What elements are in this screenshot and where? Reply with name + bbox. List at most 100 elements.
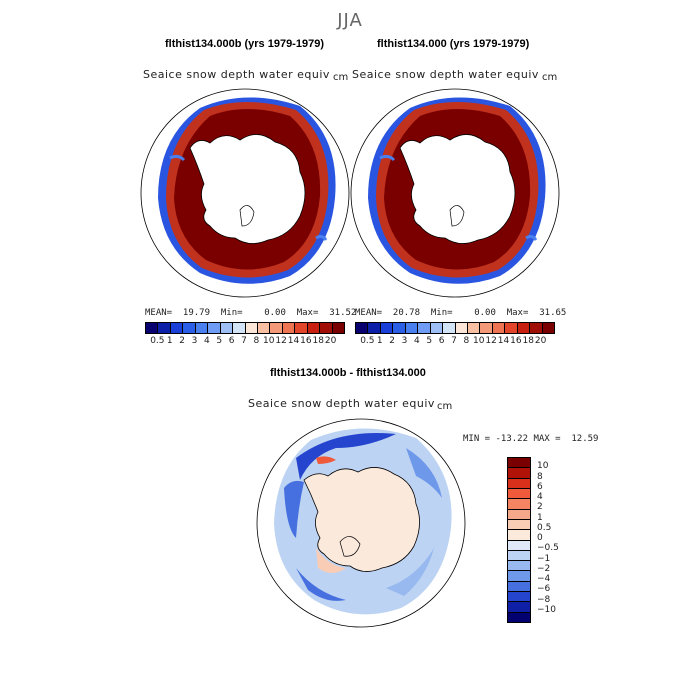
diff-colorbar-tick-label: −10 [537, 604, 556, 615]
diff-colorbar-tick-label: 10 [537, 461, 549, 472]
polar-map-right [350, 88, 560, 298]
diff-colorbar-tick-label: −4 [537, 574, 551, 584]
colorbar-tick-label: 20 [534, 336, 547, 346]
colorbar-tick-label: 2 [389, 336, 395, 346]
colorbar-left [145, 322, 345, 334]
diff-colorbar-tick-label: 1 [537, 512, 543, 523]
colorbar-tick-label: 2 [179, 336, 185, 346]
colorbar-tick-label: 0.5 [150, 336, 165, 346]
colorbar-swatch [183, 323, 196, 333]
diff-colorbar-tick-label: 6 [537, 481, 543, 492]
panel-title-right: flthist134.000 (yrs 1979-1979) [377, 38, 530, 50]
colorbar-tick-label: 4 [204, 336, 210, 346]
diff-colorbar-tick-label: 4 [537, 492, 543, 502]
colorbar-swatch [146, 323, 159, 333]
colorbar-tick-label: 0.5 [360, 336, 375, 346]
diff-colorbar-swatch [508, 519, 530, 531]
season-title: JJA [337, 10, 363, 31]
diff-colorbar-swatch [508, 581, 530, 593]
colorbar-tick-label: 3 [191, 336, 198, 346]
colorbar-swatch [195, 323, 209, 333]
colorbar-swatch [455, 323, 468, 333]
colorbar-tick-label: 8 [253, 336, 260, 346]
diff-colorbar [507, 457, 531, 623]
colorbar-swatch [542, 323, 554, 333]
diff-colorbar-swatch [508, 592, 530, 603]
diff-variable-label: Seaice snow depth water equiv [248, 397, 435, 410]
colorbar-tick-label: 5 [426, 336, 433, 346]
diff-colorbar-tick-label: 0.5 [537, 522, 552, 533]
colorbar-swatch [233, 323, 246, 333]
colorbar-tick-label: 20 [324, 336, 337, 346]
colorbar-swatch [405, 323, 419, 333]
colorbar-tick-label: 6 [438, 336, 445, 346]
colorbar-swatch [158, 323, 171, 333]
colorbar-swatch [467, 323, 481, 333]
colorbar-swatch [295, 323, 308, 333]
colorbar-right [355, 322, 555, 334]
polar-map-left [140, 88, 350, 298]
colorbar-swatch [270, 323, 283, 333]
diff-colorbar-tick-label: 8 [537, 471, 543, 482]
colorbar-labels-left: 0.5 1 2 3 4 5 6 7 8 10 12 14 16 18 20 [145, 336, 343, 348]
colorbar-swatch [307, 323, 321, 333]
diff-colorbar-swatch [508, 612, 530, 622]
diff-colorbar-swatch [508, 499, 530, 510]
diff-colorbar-tick-label: 0 [537, 533, 543, 543]
stats-left: MEAN= 19.79 Min= 0.00 Max= 31.52 [145, 308, 357, 318]
diff-title: flthist134.000b - flthist134.000 [270, 367, 426, 379]
colorbar-tick-label: 1 [376, 336, 383, 346]
diff-colorbar-swatch [508, 509, 530, 520]
variable-label-left: Seaice snow depth water equiv [143, 68, 330, 81]
colorbar-tick-label: 10 [473, 336, 485, 346]
diff-colorbar-tick-label: −6 [537, 584, 551, 595]
colorbar-swatch [418, 323, 431, 333]
diff-colorbar-swatch [508, 458, 530, 469]
colorbar-tick-label: 4 [414, 336, 420, 346]
variable-label-right: Seaice snow depth water equiv [352, 68, 539, 81]
colorbar-swatch [530, 323, 543, 333]
colorbar-swatch [320, 323, 333, 333]
colorbar-swatch [492, 323, 506, 333]
diff-units-label: cm [437, 401, 453, 412]
stats-right: MEAN= 20.78 Min= 0.00 Max= 31.65 [355, 308, 567, 318]
colorbar-swatch [393, 323, 406, 333]
colorbar-tick-label: 1 [166, 336, 173, 346]
colorbar-swatch [505, 323, 518, 333]
colorbar-swatch [517, 323, 531, 333]
colorbar-swatch [480, 323, 493, 333]
colorbar-labels-right: 0.5 1 2 3 4 5 6 7 8 10 12 14 16 18 20 [355, 336, 553, 348]
colorbar-tick-label: 7 [241, 336, 247, 346]
diff-colorbar-swatch [508, 478, 530, 489]
diff-colorbar-labels: 10 8 6 4 2 1 0.5 0 −0.5 −1 −2 −4 −6 −8 −10 [537, 457, 577, 621]
diff-colorbar-swatch [508, 602, 530, 613]
colorbar-tick-label: 18 [312, 336, 324, 346]
colorbar-tick-label: 16 [300, 336, 312, 346]
diff-colorbar-swatch [508, 540, 530, 551]
colorbar-tick-label: 6 [228, 336, 235, 346]
panel-title-left: flthist134.000b (yrs 1979-1979) [165, 38, 324, 50]
colorbar-tick-label: 5 [216, 336, 223, 346]
diff-colorbar-tick-label: −0.5 [537, 543, 559, 554]
diff-colorbar-swatch [508, 561, 530, 572]
colorbar-swatch [356, 323, 369, 333]
colorbar-tick-label: 18 [522, 336, 534, 346]
colorbar-swatch [220, 323, 234, 333]
colorbar-tick-label: 7 [451, 336, 457, 346]
diff-colorbar-swatch [508, 550, 530, 562]
diff-colorbar-tick-label: −2 [537, 563, 551, 574]
colorbar-swatch [443, 323, 456, 333]
colorbar-swatch [208, 323, 221, 333]
colorbar-swatch [282, 323, 296, 333]
colorbar-swatch [170, 323, 184, 333]
units-label-right: cm [542, 72, 558, 83]
colorbar-swatch [245, 323, 258, 333]
colorbar-tick-label: 12 [485, 336, 497, 346]
colorbar-tick-label: 14 [497, 336, 510, 346]
colorbar-tick-label: 3 [401, 336, 408, 346]
diff-colorbar-swatch [508, 530, 530, 541]
colorbar-swatch [368, 323, 381, 333]
colorbar-swatch [332, 323, 344, 333]
polar-map-diff [256, 418, 466, 628]
colorbar-tick-label: 8 [463, 336, 470, 346]
